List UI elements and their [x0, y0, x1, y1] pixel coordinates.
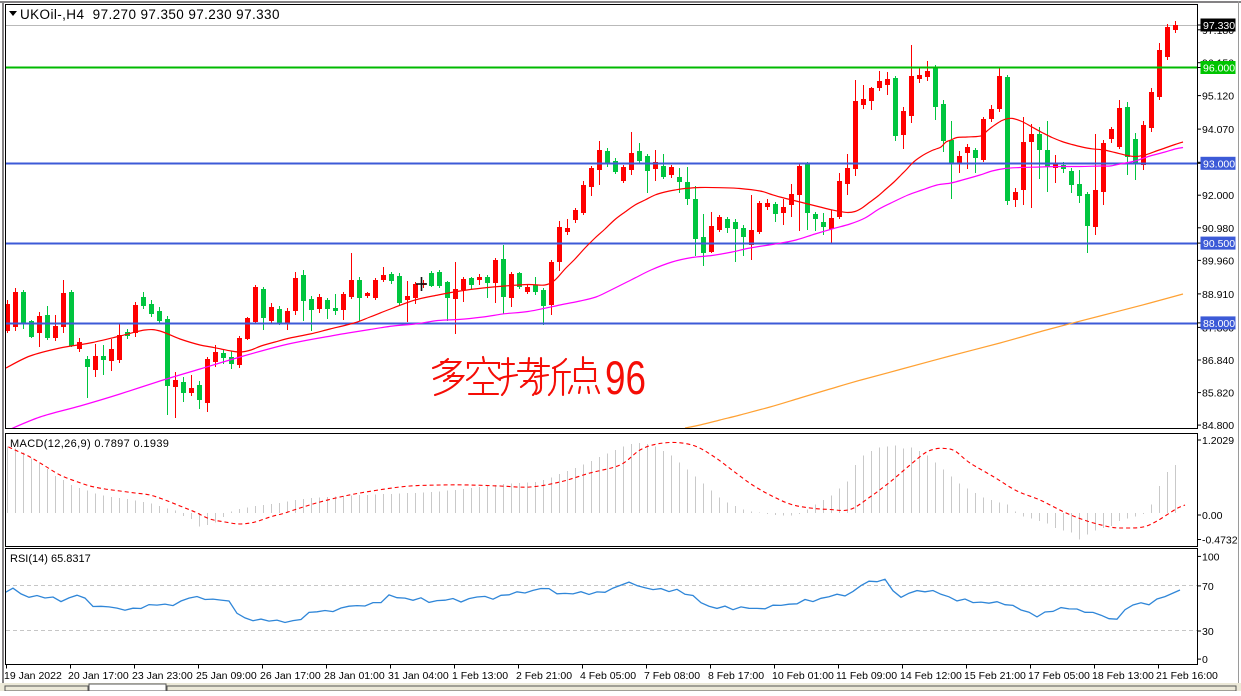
svg-text:20 Jan 17:00: 20 Jan 17:00 — [68, 670, 129, 682]
svg-text:88.910: 88.910 — [1202, 289, 1234, 301]
svg-text:84.800: 84.800 — [1202, 420, 1234, 432]
svg-text:15 Feb 21:00: 15 Feb 21:00 — [964, 670, 1026, 682]
svg-text:2 Feb 21:00: 2 Feb 21:00 — [516, 670, 572, 682]
svg-text:31 Jan 04:00: 31 Jan 04:00 — [388, 670, 449, 682]
svg-text:100: 100 — [1202, 551, 1220, 563]
svg-text:11 Feb 09:00: 11 Feb 09:00 — [836, 670, 897, 682]
svg-text:10 Feb 01:00: 10 Feb 01:00 — [772, 670, 834, 682]
svg-text:89.960: 89.960 — [1202, 255, 1234, 267]
svg-text:90.500: 90.500 — [1203, 238, 1235, 250]
svg-text:8 Feb 17:00: 8 Feb 17:00 — [708, 670, 764, 682]
svg-text:25 Jan 09:00: 25 Jan 09:00 — [196, 670, 257, 682]
svg-text:85.820: 85.820 — [1202, 388, 1234, 400]
svg-text:UKOil-,H4 97.270 97.350 97.23: UKOil-,H4 97.270 97.350 97.230 97.330 — [20, 7, 280, 22]
svg-text:14 Feb 12:00: 14 Feb 12:00 — [900, 670, 962, 682]
svg-text:21 Feb 16:00: 21 Feb 16:00 — [1156, 670, 1218, 682]
svg-text:86.840: 86.840 — [1202, 355, 1234, 367]
svg-text:23 Jan 23:00: 23 Jan 23:00 — [132, 670, 193, 682]
svg-text:7 Feb 08:00: 7 Feb 08:00 — [644, 670, 700, 682]
svg-text:1.2029: 1.2029 — [1202, 435, 1234, 447]
svg-text:92.000: 92.000 — [1202, 190, 1234, 202]
svg-text:96: 96 — [605, 351, 646, 404]
svg-text:70: 70 — [1202, 581, 1214, 593]
svg-text:RSI(14) 65.8317: RSI(14) 65.8317 — [10, 553, 91, 565]
svg-text:MACD(12,26,9) 0.7897 0.1939: MACD(12,26,9) 0.7897 0.1939 — [10, 438, 169, 450]
svg-text:0: 0 — [1202, 654, 1208, 666]
svg-text:19 Jan 2022: 19 Jan 2022 — [4, 670, 62, 682]
svg-text:88.000: 88.000 — [1203, 318, 1235, 330]
svg-text:28 Jan 01:00: 28 Jan 01:00 — [324, 670, 385, 682]
svg-text:0.00: 0.00 — [1202, 510, 1223, 522]
svg-text:18 Feb 13:00: 18 Feb 13:00 — [1092, 670, 1154, 682]
svg-text:97.330: 97.330 — [1203, 20, 1235, 32]
svg-text:17 Feb 05:00: 17 Feb 05:00 — [1028, 670, 1090, 682]
svg-text:96.000: 96.000 — [1203, 63, 1235, 75]
svg-text:90.980: 90.980 — [1202, 223, 1234, 235]
svg-text:-0.4732: -0.4732 — [1202, 535, 1238, 547]
svg-text:4 Feb 05:00: 4 Feb 05:00 — [580, 670, 636, 682]
svg-text:95.120: 95.120 — [1202, 91, 1234, 103]
svg-text:26 Jan 17:00: 26 Jan 17:00 — [260, 670, 321, 682]
svg-text:30: 30 — [1202, 626, 1214, 638]
svg-text:93.000: 93.000 — [1203, 158, 1235, 170]
svg-text:1 Feb 13:00: 1 Feb 13:00 — [452, 670, 508, 682]
svg-text:94.070: 94.070 — [1202, 124, 1234, 136]
